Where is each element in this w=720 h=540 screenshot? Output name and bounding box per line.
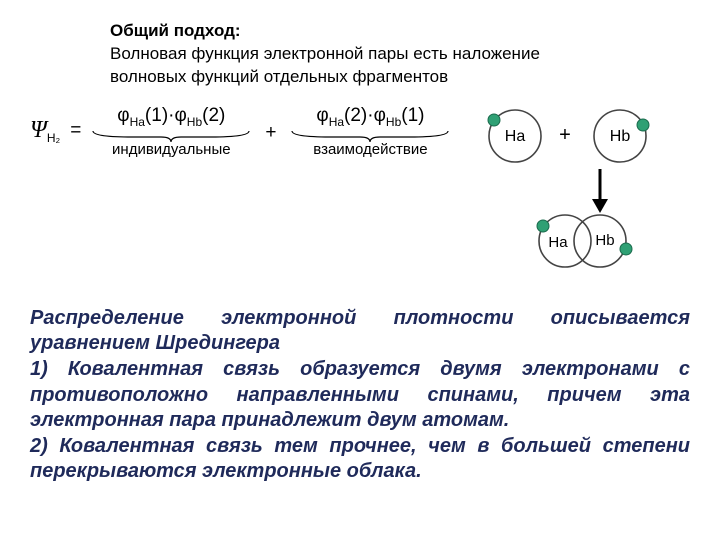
atom-hb-label-bottom: Hb — [596, 232, 615, 249]
atom-ha-top: Ha — [488, 110, 541, 162]
equation-term-1-group: φHa(1)·φHb(2) индивидуальные — [91, 105, 251, 158]
atom-ha-label-bottom: Ha — [549, 234, 569, 251]
atom-ha-label: Ha — [505, 128, 526, 145]
header-line-1: Волновая функция электронной пары есть н… — [110, 43, 690, 66]
equation-label-2: взаимодействие — [313, 141, 427, 158]
diagram-plus: + — [560, 124, 572, 146]
atom-overlap-bottom: Ha Hb — [537, 215, 632, 267]
header-line-2: волновых функций отдельных фрагментов — [110, 66, 690, 89]
equation-term-1: φHa(1)·φHb(2) — [117, 105, 225, 129]
equals-sign: = — [70, 120, 81, 142]
equation-plus: + — [265, 122, 276, 144]
equation-term-2-group: φHa(2)·φHb(1) взаимодействие — [290, 105, 450, 158]
electron-icon — [488, 114, 500, 126]
equation-label-1: индивидуальные — [112, 141, 231, 158]
header-block: Общий подход: Волновая функция электронн… — [30, 20, 690, 89]
header-title: Общий подход: — [110, 21, 241, 40]
electron-icon — [637, 119, 649, 131]
arrow-down-icon — [592, 169, 608, 213]
atom-hb-top: Hb — [594, 110, 649, 162]
electron-icon — [620, 243, 632, 255]
psi-subscript: H₂ — [47, 131, 60, 145]
atom-diagram: Ha + Hb Ha Hb — [460, 101, 690, 276]
equation: ΨH₂ = φHa(1)·φHb(2) индивидуальные + φHa… — [30, 101, 450, 158]
body-p2: 1) Ковалентная связь образуется двумя эл… — [30, 357, 690, 434]
equation-row: ΨH₂ = φHa(1)·φHb(2) индивидуальные + φHa… — [30, 101, 690, 276]
body-text: Распределение электронной плотности опис… — [30, 306, 690, 485]
atom-hb-label: Hb — [610, 128, 631, 145]
electron-icon — [537, 220, 549, 232]
body-p1: Распределение электронной плотности опис… — [30, 306, 690, 357]
body-p3: 2) Ковалентная связь тем прочнее, чем в … — [30, 434, 690, 485]
equation-term-2: φHa(2)·φHb(1) — [316, 105, 424, 129]
psi-symbol: ΨH₂ — [30, 117, 60, 145]
